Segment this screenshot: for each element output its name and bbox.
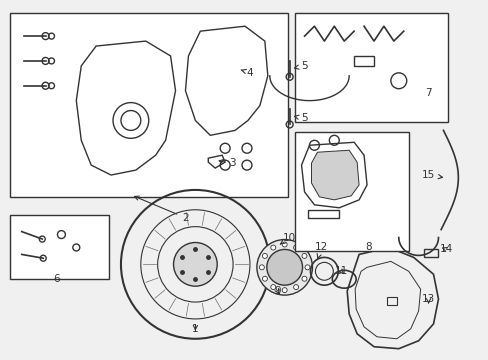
Text: 10: 10 xyxy=(280,233,296,244)
Circle shape xyxy=(302,253,306,258)
Text: 8: 8 xyxy=(365,243,371,252)
Bar xyxy=(10,13,287,197)
Text: 13: 13 xyxy=(421,294,434,304)
Text: 7: 7 xyxy=(425,88,431,98)
Text: 4: 4 xyxy=(241,68,253,78)
Bar xyxy=(10,215,109,279)
Bar xyxy=(423,249,438,257)
Text: 12: 12 xyxy=(314,243,327,258)
Circle shape xyxy=(305,265,309,270)
Text: 14: 14 xyxy=(439,244,452,255)
Circle shape xyxy=(293,245,298,250)
Bar xyxy=(386,297,396,305)
Text: 1: 1 xyxy=(192,324,198,334)
Text: 15: 15 xyxy=(421,170,442,180)
Bar xyxy=(294,13,447,122)
Bar xyxy=(294,132,408,251)
Text: 2: 2 xyxy=(134,196,188,223)
Circle shape xyxy=(282,288,286,293)
Circle shape xyxy=(262,253,267,258)
Text: 11: 11 xyxy=(334,266,347,276)
Circle shape xyxy=(293,285,298,289)
Text: 6: 6 xyxy=(53,274,60,284)
Text: 5: 5 xyxy=(294,113,307,123)
Circle shape xyxy=(302,276,306,281)
Text: 3: 3 xyxy=(219,158,235,168)
Circle shape xyxy=(282,242,286,247)
Text: 9: 9 xyxy=(274,286,281,296)
Circle shape xyxy=(266,249,302,285)
Circle shape xyxy=(256,239,312,295)
Circle shape xyxy=(270,245,275,250)
Bar xyxy=(353,56,373,66)
Circle shape xyxy=(259,265,264,270)
Circle shape xyxy=(270,285,275,289)
Text: 5: 5 xyxy=(294,61,307,71)
Polygon shape xyxy=(311,150,358,200)
Circle shape xyxy=(262,276,267,281)
Circle shape xyxy=(173,243,217,286)
